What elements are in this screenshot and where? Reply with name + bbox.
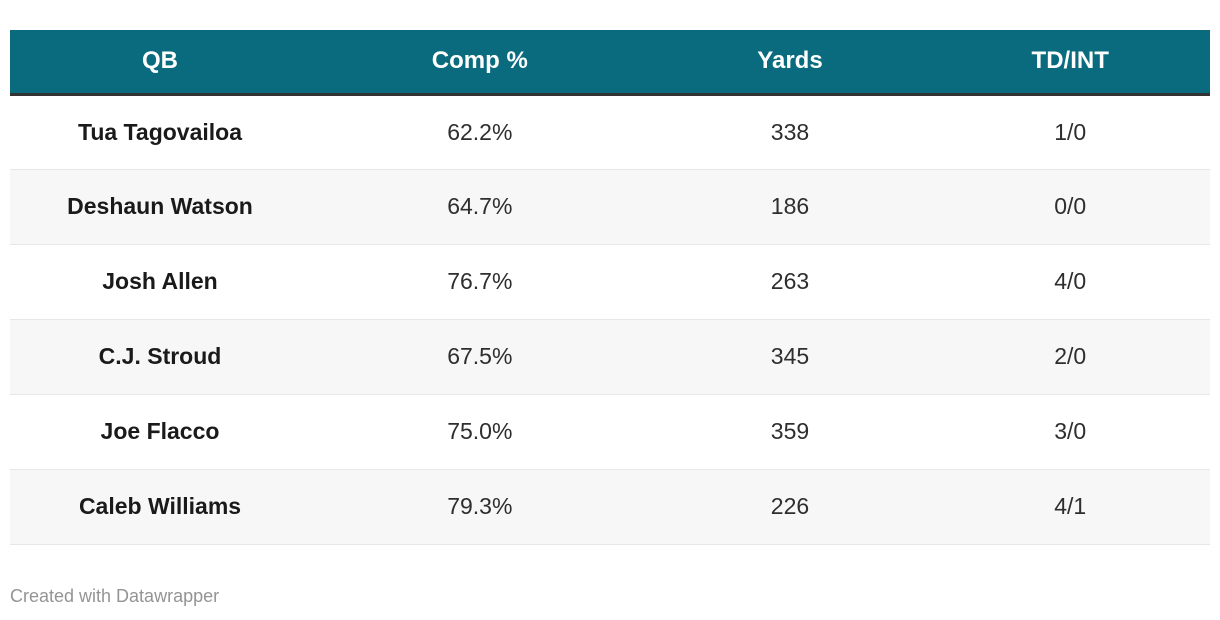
cell-qb: Joe Flacco <box>100 418 220 444</box>
datawrapper-credit-link[interactable]: Created with Datawrapper <box>10 586 220 606</box>
cell-comp-pct: 64.7% <box>447 193 513 219</box>
table-row: C.J. Stroud 67.5% 345 2/0 <box>10 319 1210 394</box>
table-body: Tua Tagovailoa 62.2% 338 1/0 Deshaun Wat… <box>10 94 1210 544</box>
cell-qb: Caleb Williams <box>78 493 242 519</box>
table-row: Deshaun Watson 64.7% 186 0/0 <box>10 169 1210 244</box>
cell-yards: 186 <box>770 193 810 219</box>
cell-yards: 263 <box>770 268 810 294</box>
cell-td-int: 2/0 <box>1054 343 1087 369</box>
cell-qb: Josh Allen <box>102 268 218 294</box>
cell-comp-pct: 67.5% <box>447 343 513 369</box>
table-row: Josh Allen 76.7% 263 4/0 <box>10 244 1210 319</box>
cell-qb: C.J. Stroud <box>98 343 222 369</box>
cell-comp-pct: 79.3% <box>447 493 513 519</box>
table-row: Caleb Williams 79.3% 226 4/1 <box>10 469 1210 544</box>
table-row: Joe Flacco 75.0% 359 3/0 <box>10 394 1210 469</box>
qb-stats-table: QB Comp % Yards TD/INT Tua Tagovailoa 62… <box>10 30 1210 545</box>
header-cell-td-int: TD/INT <box>1031 47 1109 75</box>
cell-td-int: 0/0 <box>1054 193 1087 219</box>
header-row: QB Comp % Yards TD/INT <box>10 30 1210 94</box>
cell-qb: Tua Tagovailoa <box>77 118 242 145</box>
cell-td-int: 4/0 <box>1054 268 1087 294</box>
cell-td-int: 3/0 <box>1054 418 1087 444</box>
cell-yards: 359 <box>770 418 810 444</box>
cell-qb: Deshaun Watson <box>67 193 253 219</box>
cell-td-int: 1/0 <box>1054 118 1087 145</box>
cell-comp-pct: 75.0% <box>447 418 513 444</box>
cell-yards: 226 <box>770 493 810 519</box>
cell-yards: 345 <box>770 343 810 369</box>
header-cell-comp: Comp % <box>431 47 528 75</box>
header-cell-qb: QB <box>142 47 178 75</box>
table-row: Tua Tagovailoa 62.2% 338 1/0 <box>10 94 1210 169</box>
table-header: QB Comp % Yards TD/INT <box>10 30 1210 94</box>
cell-yards: 338 <box>770 118 810 145</box>
cell-comp-pct: 76.7% <box>447 268 513 294</box>
cell-td-int: 4/1 <box>1054 493 1087 519</box>
header-cell-yards: Yards <box>757 47 823 75</box>
cell-comp-pct: 62.2% <box>447 118 513 145</box>
